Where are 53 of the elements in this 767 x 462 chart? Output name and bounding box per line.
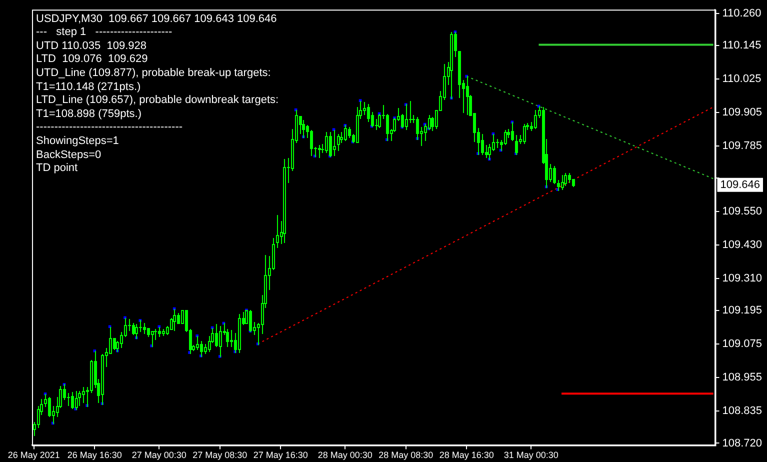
x-tick-label: 26 May 2021 [8,450,60,460]
y-tick-label: 110.260 [722,8,762,20]
annotation: UTD 110.035 109.928 [36,40,148,54]
x-tick-label: 31 May 00:30 [504,450,558,460]
y-tick-label: 109.550 [722,206,762,218]
candlestick [196,336,199,350]
candlestick [283,158,286,244]
candlestick [363,102,366,116]
y-tick-label: 108.720 [722,437,762,450]
y-tick-label: 108.955 [722,372,762,384]
annotation: ---------------------------------------- [36,121,184,135]
candlestick [276,214,279,248]
x-tick-label: 26 May 16:30 [67,450,122,460]
candlestick [374,118,378,130]
y-tick-label: 109.075 [722,338,762,350]
y-tick-label: 109.785 [722,140,762,152]
y-tick-label: 108.835 [722,405,762,418]
annotation: --- step 1 --------------------- [36,26,174,40]
candlestick [109,326,112,354]
x-tick-label: 28 May 00:30 [318,450,372,460]
candlestick [78,390,81,406]
annotation: T1=108.898 (759pts.) [36,108,142,122]
candlestick [408,100,412,124]
y-tick-label: 109.905 [722,106,762,119]
annotation: BackSteps=0 [36,148,102,162]
candlestick [66,392,70,406]
candlestick [458,51,461,98]
candlestick [154,328,158,340]
candlestick [561,174,564,190]
x-tick-label: 27 May 16:30 [253,450,308,460]
candlestick [173,308,176,332]
annotation: T1=110.148 (271pts.) [36,80,142,94]
candlestick [215,324,218,348]
annotation: ShowingSteps=1 [36,134,120,149]
candlestick [492,134,495,152]
x-tick-label: 27 May 00:30 [132,450,186,460]
annotation: LTD 109.076 109.629 [36,53,149,67]
candlestick [82,386,85,404]
x-tick-label: 27 May 08:30 [192,450,248,460]
annotation: TD point [36,162,79,176]
candlestick [230,330,233,348]
y-tick-label: 109.195 [722,304,762,317]
x-tick-label: 28 May 16:30 [439,450,494,460]
annotation: LTD_Line (109.657), probable downbreak targets: [36,94,279,108]
y-tick-label: 110.025 [722,73,762,86]
y-tick-label: 109.430 [722,239,762,252]
chart-title: USDJPY,M30 109.667 109.667 109.643 109.646 [36,12,278,26]
y-tick-label: 109.310 [722,272,762,285]
candlestick [333,130,336,156]
y-tick-label: 110.145 [722,40,762,52]
text: 109.646 [720,178,760,191]
x-tick-label: 28 May 08:30 [378,450,434,460]
annotation: UTD_Line (109.877), probable break-up targets: [36,66,272,81]
